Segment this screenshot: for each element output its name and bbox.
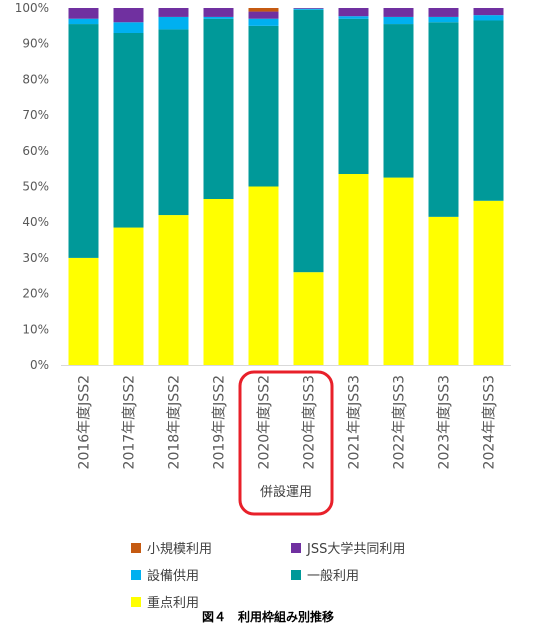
x-tick-label: 2020年度JSS3 — [302, 375, 318, 469]
bar-segment — [248, 8, 279, 12]
bar-segment — [113, 32, 144, 228]
x-tick-label: 2021年度JSS3 — [347, 375, 363, 469]
bar-segment — [338, 8, 369, 17]
x-tick-label: 2017年度JSS2 — [122, 375, 138, 469]
legend-swatch-jss-university — [291, 542, 301, 553]
bar-segment — [68, 257, 99, 365]
y-tick-label: 50% — [22, 180, 49, 194]
bar-segment — [203, 198, 234, 365]
bar-segment — [248, 18, 279, 26]
bar-segment — [68, 18, 99, 25]
highlight-label: 併設運用 — [260, 484, 312, 500]
bar-segment — [428, 8, 459, 17]
bar-segment — [203, 18, 234, 199]
bar-segment — [383, 16, 414, 25]
bar-segment — [293, 8, 324, 9]
legend-swatch-general-use — [291, 569, 301, 580]
bar-segment — [428, 16, 459, 23]
legend-label: JSS大学共同利用 — [307, 542, 406, 557]
bar-segment — [113, 8, 144, 23]
bar-segment — [473, 15, 504, 21]
y-tick-label: 100% — [15, 1, 49, 15]
bar-segment — [113, 227, 144, 365]
bar-segment — [383, 8, 414, 17]
y-tick-label: 10% — [22, 322, 49, 336]
bar-segment — [293, 8, 324, 10]
legend-label: 一般利用 — [307, 569, 360, 584]
figure-caption: 図４ 利用枠組み別推移 — [201, 610, 334, 624]
bar-segment — [113, 22, 144, 33]
bar-segment — [248, 11, 279, 19]
y-tick-label: 0% — [30, 358, 49, 372]
bar-segment — [293, 272, 324, 365]
bar-segment — [473, 8, 504, 16]
bar-segment — [158, 16, 189, 30]
bar-segment — [383, 177, 414, 365]
legend-label: 設備供用 — [147, 569, 200, 584]
bar-segment — [338, 174, 369, 365]
legend-item-facility-sharing: 設備供用 — [131, 565, 199, 584]
x-tick-label: 2023年度JSS3 — [437, 375, 453, 469]
legend-label: 重点利用 — [147, 596, 200, 611]
x-tick-label: 2018年度JSS2 — [167, 375, 183, 469]
y-tick-label: 70% — [22, 108, 49, 122]
y-tick-label: 60% — [22, 144, 49, 158]
bar-segment — [158, 29, 189, 216]
legend-label: 小規模利用 — [147, 542, 213, 557]
bar-segment — [248, 186, 279, 365]
y-tick-label: 80% — [22, 72, 49, 86]
stacked-bar-chart: 0% 10% 20% 30% 40% 50% 60% 70% 80% 90% 100% 2016年度J… — [15, 1, 511, 516]
legend-swatch-small-scale — [131, 542, 141, 553]
bar-segment — [338, 16, 369, 19]
bar-segment — [158, 215, 189, 365]
bar-segment — [68, 24, 99, 258]
legend-swatch-priority-use — [131, 596, 141, 607]
bar-segment — [158, 8, 189, 17]
x-tick-label: 2022年度JSS3 — [392, 375, 408, 469]
y-tick-label: 90% — [22, 37, 49, 51]
x-tick-label: 2024年度JSS3 — [482, 375, 498, 469]
bar-segment — [338, 18, 369, 175]
x-tick-label: 2020年度JSS2 — [257, 375, 273, 469]
legend-item-priority-use: 重点利用 — [131, 592, 199, 611]
legend-item-jss-university: JSS大学共同利用 — [291, 538, 405, 557]
y-tick-label: 30% — [22, 251, 49, 265]
y-tick-label: 40% — [22, 215, 49, 229]
x-tick-label: 2019年度JSS2 — [212, 375, 228, 469]
bar-segment — [428, 22, 459, 217]
bar-segment — [203, 16, 234, 19]
x-tick-label: 2016年度JSS2 — [77, 375, 93, 469]
bar-segment — [428, 216, 459, 365]
highlight-box — [238, 370, 334, 516]
legend-swatch-facility-sharing — [131, 569, 141, 580]
bar-segment — [473, 20, 504, 201]
legend-item-small-scale: 小規模利用 — [131, 538, 212, 557]
bar-segment — [248, 25, 279, 187]
bar-segment — [473, 200, 504, 365]
legend-item-general-use: 一般利用 — [291, 565, 359, 584]
bar-segment — [68, 8, 99, 19]
bar-segment — [293, 9, 324, 273]
bar-segment — [203, 8, 234, 17]
y-tick-label: 20% — [22, 287, 49, 301]
bar-segment — [383, 24, 414, 178]
